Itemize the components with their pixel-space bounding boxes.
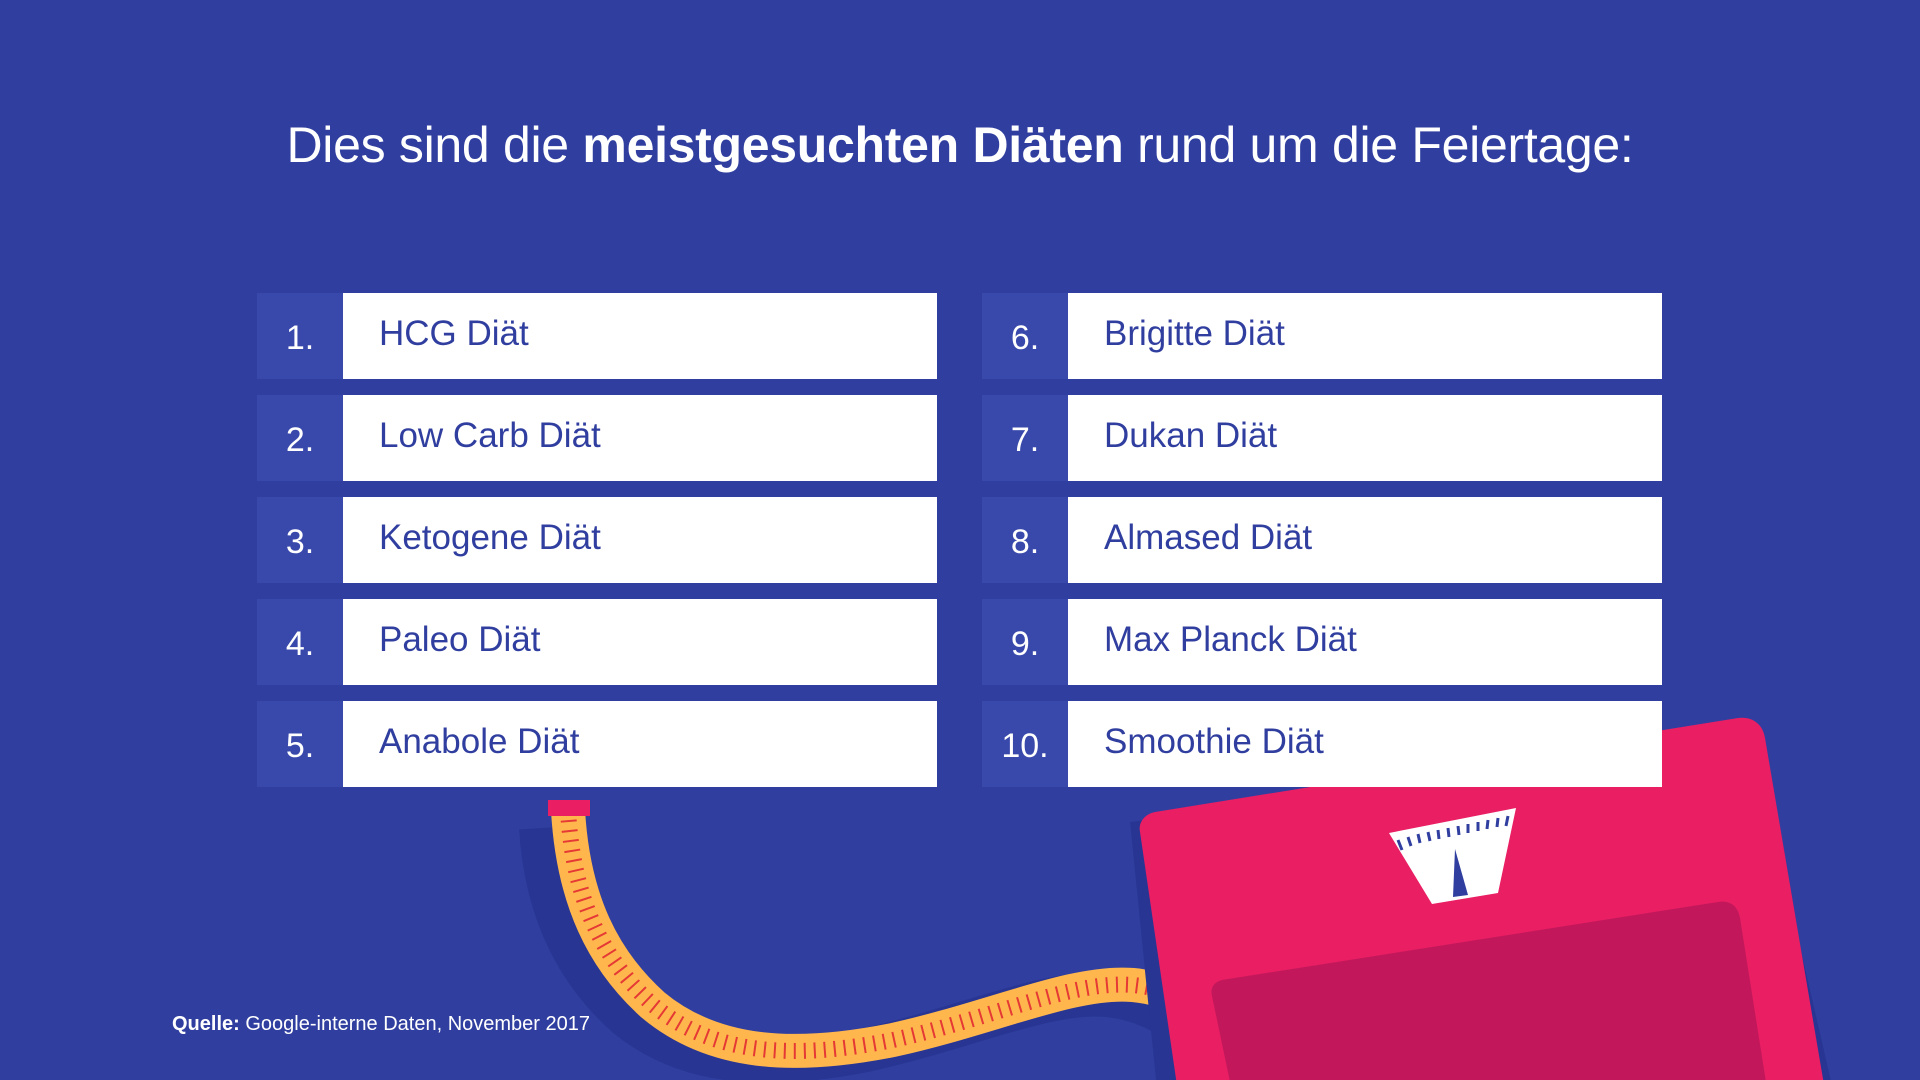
title-prefix: Dies sind die [286,117,583,173]
diet-name: Anabole Diät [343,701,937,787]
rank-number: 9. [982,599,1068,685]
rank-number: 8. [982,497,1068,583]
diet-name: Dukan Diät [1068,395,1662,481]
source-note: Quelle: Google-interne Daten, November 2… [172,1011,590,1037]
source-text: Google-interne Daten, November 2017 [239,1013,591,1035]
list-item: 5. Anabole Diät [257,701,937,787]
diet-name: Low Carb Diät [343,395,937,481]
source-label: Quelle: [172,1013,240,1035]
diet-name: Smoothie Diät [1068,701,1662,787]
rank-number: 4. [257,599,343,685]
list-item: 8. Almased Diät [982,497,1662,583]
rank-number: 5. [257,701,343,787]
list-item: 4. Paleo Diät [257,599,937,685]
rank-number: 7. [982,395,1068,481]
diet-name: Almased Diät [1068,497,1662,583]
diet-name: Max Planck Diät [1068,599,1662,685]
bathroom-scale-icon [1139,717,1824,1080]
diet-name: Paleo Diät [343,599,937,685]
list-item: 7. Dukan Diät [982,395,1662,481]
rank-number: 3. [257,497,343,583]
rank-number: 10. [982,701,1068,787]
list-item: 1. HCG Diät [257,293,937,379]
title-suffix: rund um die Feiertage: [1123,117,1634,173]
list-item: 3. Ketogene Diät [257,497,937,583]
page-title: Dies sind die meistgesuchten Diäten rund… [0,112,1920,178]
rank-number: 6. [982,293,1068,379]
list-item: 6. Brigitte Diät [982,293,1662,379]
rank-number: 2. [257,395,343,481]
diet-name: Ketogene Diät [343,497,937,583]
rank-number: 1. [257,293,343,379]
list-item: 10. Smoothie Diät [982,701,1662,787]
list-item: 9. Max Planck Diät [982,599,1662,685]
title-bold: meistgesuchten Diäten [582,117,1124,173]
diet-name: HCG Diät [343,293,937,379]
diet-name: Brigitte Diät [1068,293,1662,379]
list-item: 2. Low Carb Diät [257,395,937,481]
